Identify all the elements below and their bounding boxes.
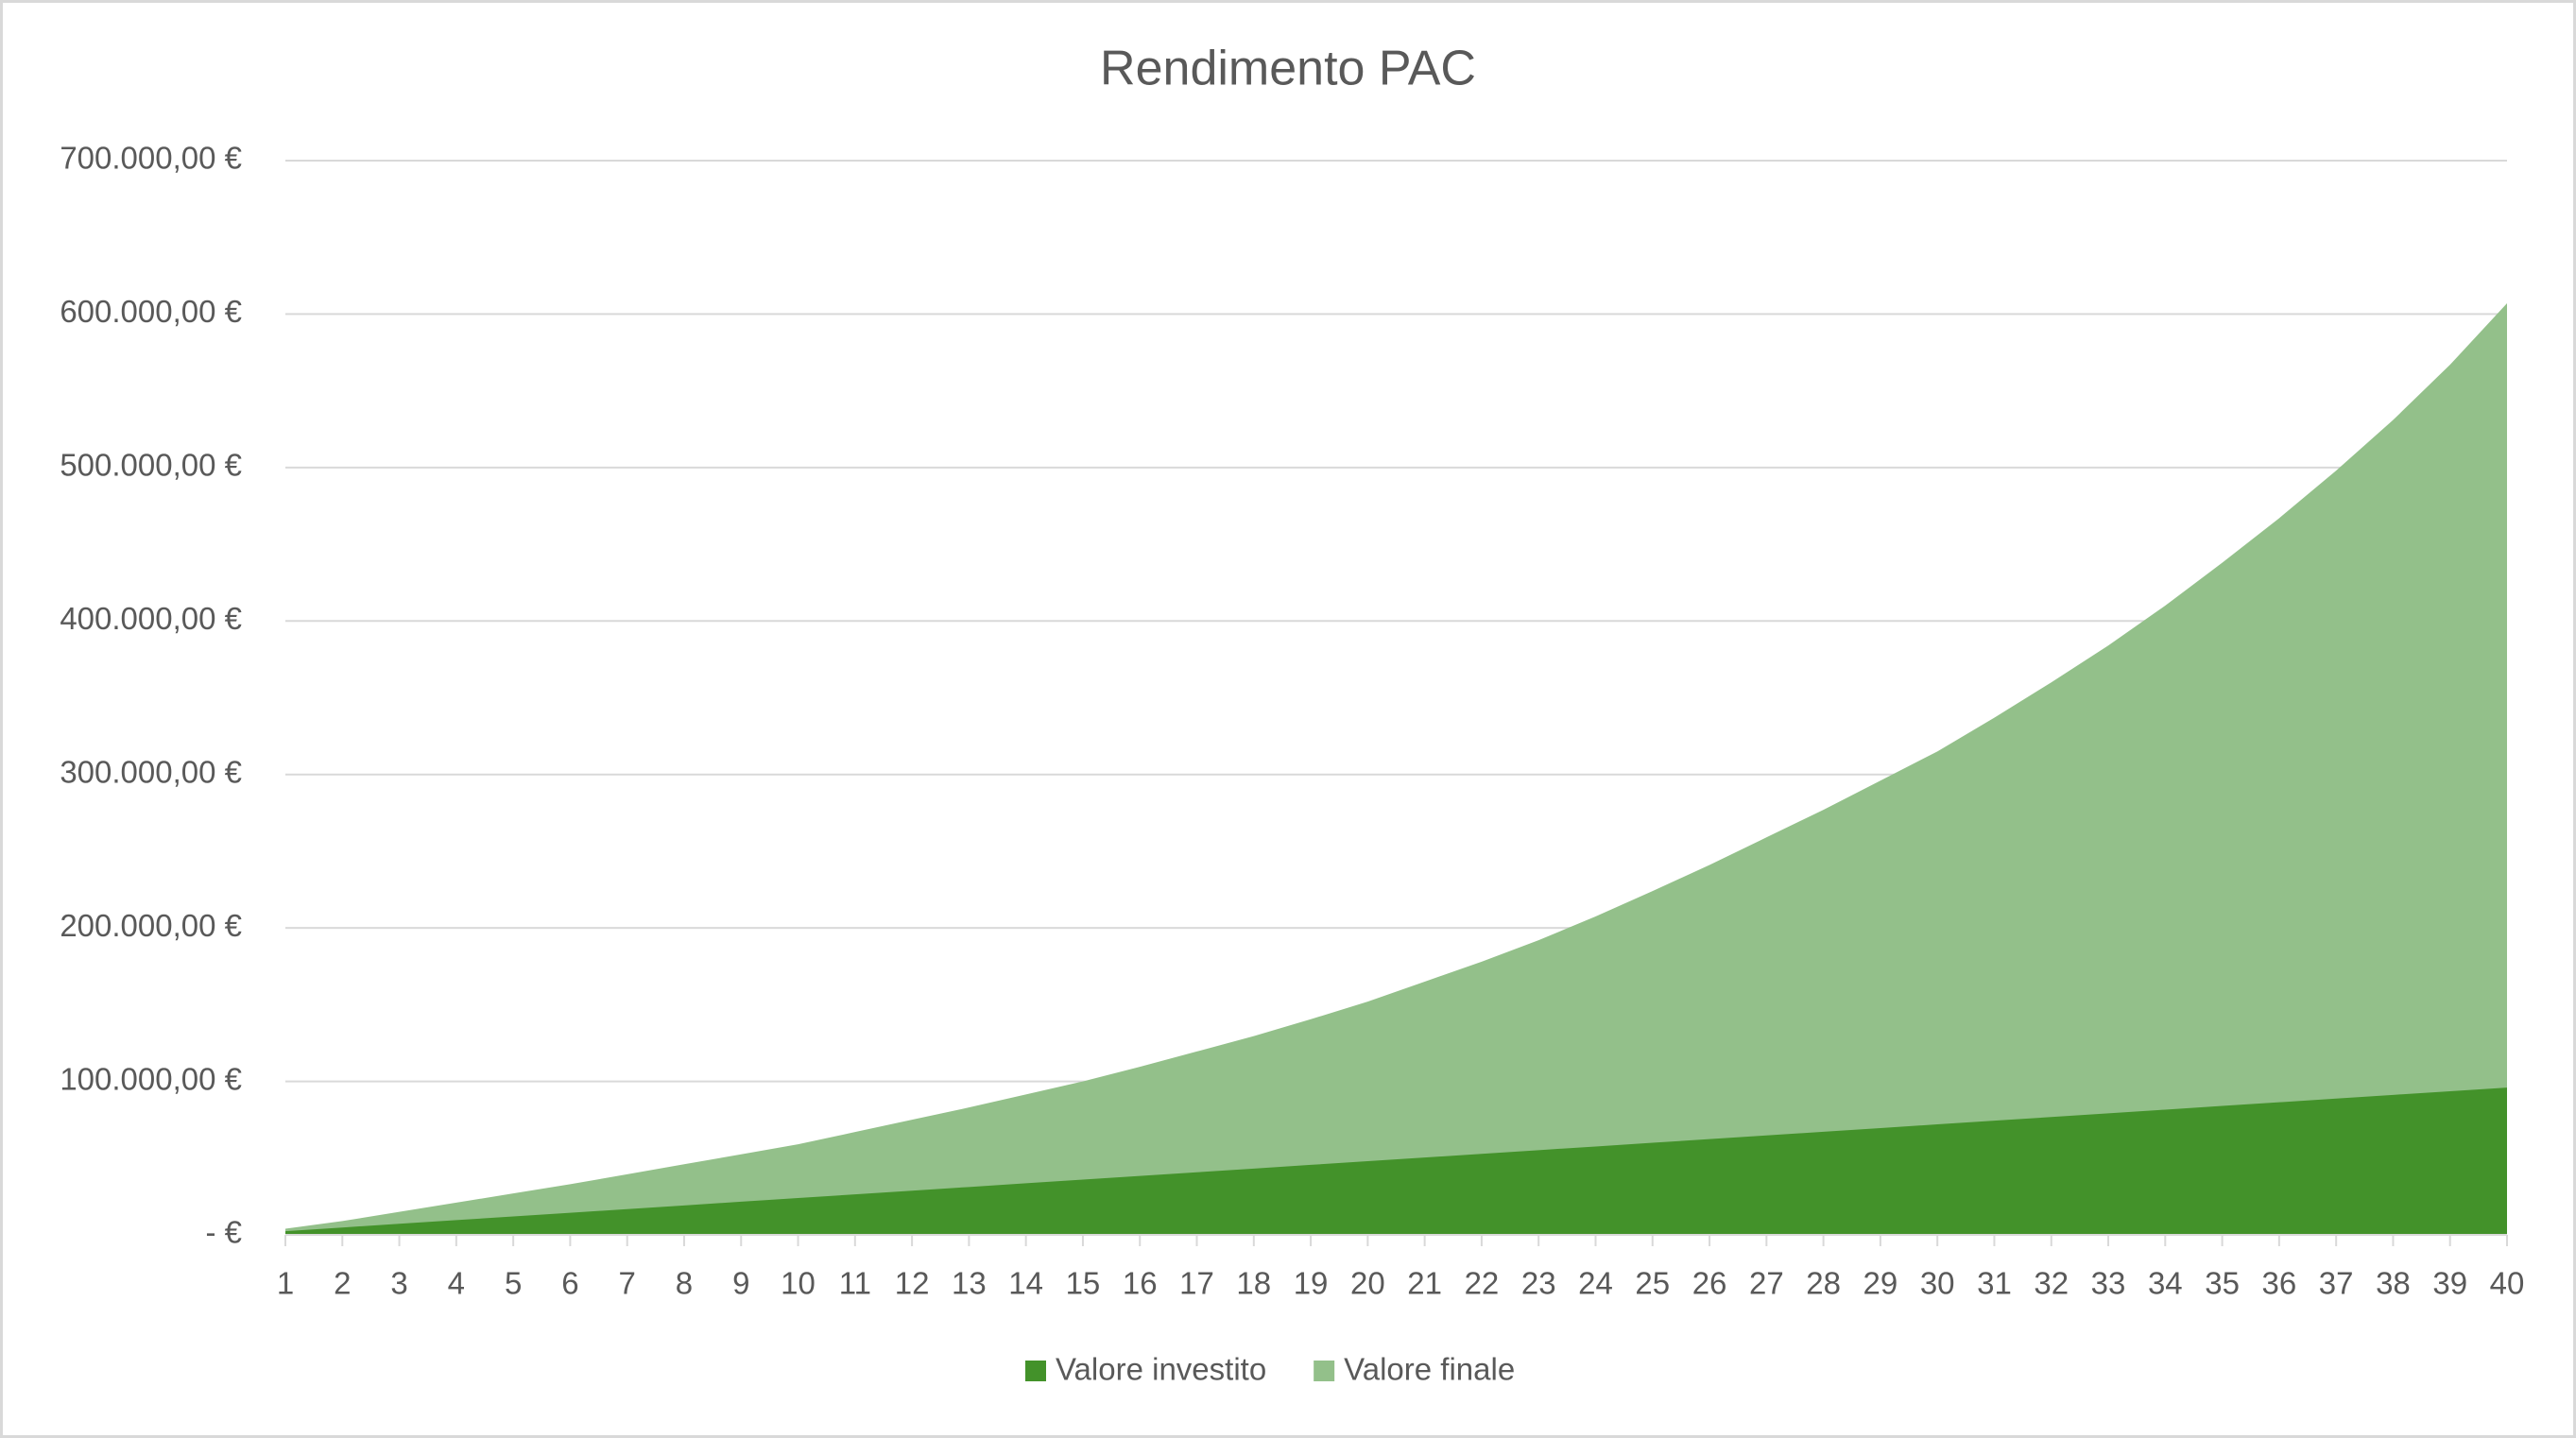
legend-label: Valore investito — [1056, 1352, 1266, 1387]
x-tick-label: 19 — [1294, 1266, 1329, 1301]
x-tick-label: 3 — [390, 1266, 407, 1301]
x-tick-label: 36 — [2262, 1266, 2297, 1301]
y-tick-label: - € — [205, 1215, 242, 1250]
y-tick-label: 100.000,00 € — [60, 1061, 242, 1096]
x-tick-label: 10 — [781, 1266, 816, 1301]
y-tick-label: 700.000,00 € — [60, 141, 242, 176]
area — [285, 1087, 2507, 1235]
legend-swatch — [1314, 1361, 1335, 1381]
x-tick-label: 7 — [619, 1266, 636, 1301]
area — [285, 303, 2507, 1235]
x-tick-label: 5 — [505, 1266, 522, 1301]
x-tick-label: 39 — [2432, 1266, 2467, 1301]
x-tick-label: 8 — [676, 1266, 693, 1301]
x-tick-label: 38 — [2376, 1266, 2411, 1301]
legend-swatch — [1025, 1361, 1046, 1381]
x-tick-label: 15 — [1066, 1266, 1101, 1301]
y-tick-label: 500.000,00 € — [60, 448, 242, 483]
chart-title: Rendimento PAC — [1100, 42, 1476, 96]
x-tick-label: 4 — [448, 1266, 465, 1301]
x-tick-label: 30 — [1920, 1266, 1955, 1301]
x-tick-label: 9 — [732, 1266, 749, 1301]
x-tick-label: 27 — [1749, 1266, 1784, 1301]
x-tick-label: 12 — [895, 1266, 930, 1301]
x-tick-label: 6 — [561, 1266, 578, 1301]
x-tick-label: 34 — [2148, 1266, 2183, 1301]
y-tick-label: 400.000,00 € — [60, 601, 242, 636]
x-tick-label: 14 — [1008, 1266, 1043, 1301]
x-tick-label: 25 — [1635, 1266, 1670, 1301]
x-tick-label: 17 — [1179, 1266, 1214, 1301]
x-tick-label: 2 — [334, 1266, 351, 1301]
x-tick-label: 40 — [2490, 1266, 2525, 1301]
x-tick-label: 1 — [277, 1266, 294, 1301]
x-tick-label: 29 — [1863, 1266, 1898, 1301]
x-tick-label: 23 — [1521, 1266, 1556, 1301]
x-tick-label: 16 — [1123, 1266, 1158, 1301]
y-tick-label: 600.000,00 € — [60, 294, 242, 329]
x-tick-label: 11 — [839, 1266, 871, 1301]
x-tick-label: 28 — [1806, 1266, 1841, 1301]
x-tick-label: 26 — [1692, 1266, 1727, 1301]
x-tick-label: 20 — [1350, 1266, 1385, 1301]
x-tick-label: 35 — [2205, 1266, 2240, 1301]
legend-label: Valore finale — [1344, 1352, 1515, 1387]
x-tick-label: 24 — [1578, 1266, 1613, 1301]
x-tick-label: 13 — [952, 1266, 987, 1301]
y-tick-label: 300.000,00 € — [60, 754, 242, 789]
y-tick-label: 200.000,00 € — [60, 908, 242, 943]
x-tick-label: 31 — [1977, 1266, 2012, 1301]
x-tick-label: 18 — [1236, 1266, 1271, 1301]
x-tick-label: 32 — [2034, 1266, 2069, 1301]
x-tick-label: 37 — [2319, 1266, 2354, 1301]
x-tick-label: 21 — [1407, 1266, 1442, 1301]
x-tick-label: 33 — [2091, 1266, 2126, 1301]
x-tick-label: 22 — [1465, 1266, 1500, 1301]
